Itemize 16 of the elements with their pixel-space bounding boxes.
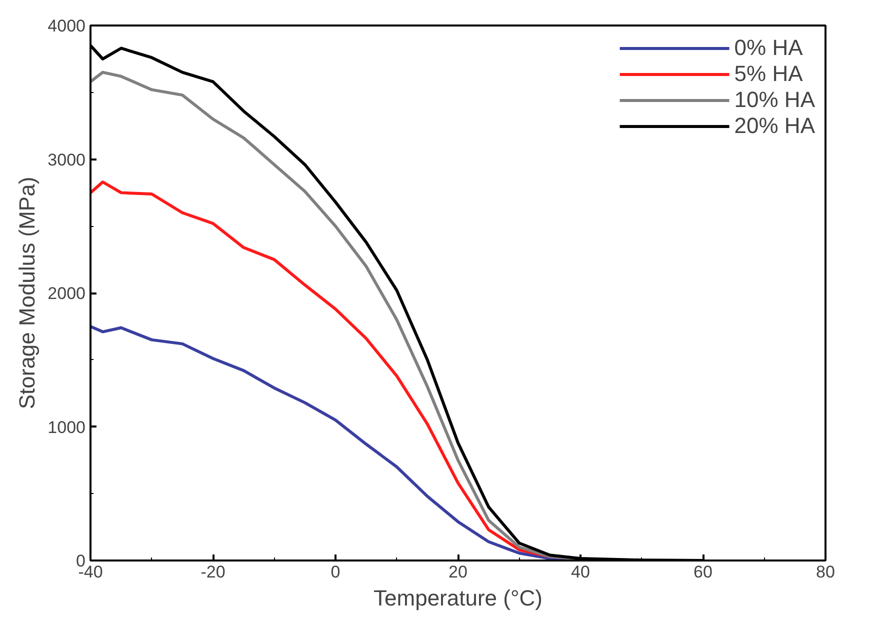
x-axis-title: Temperature (°C): [374, 586, 542, 610]
y-tick-label: 4000: [48, 16, 86, 36]
x-tick-label: 60: [694, 562, 712, 582]
y-tick-label: 3000: [48, 150, 86, 170]
y-tick-label: 1000: [48, 418, 86, 437]
legend-label: 10% HA: [734, 87, 815, 113]
legend-label: 0% HA: [734, 35, 803, 61]
x-tick-label: 20: [448, 562, 468, 582]
x-tick-label: 0: [330, 562, 340, 582]
legend-label: 5% HA: [734, 61, 803, 87]
x-tick-label: -20: [200, 562, 226, 582]
legend-label: 20% HA: [734, 113, 815, 139]
x-tick-label: 40: [571, 562, 590, 582]
x-tick-label: 80: [816, 562, 835, 582]
y-tick-label: 2000: [48, 284, 86, 303]
y-axis-title: Storage Modulus (MPa): [14, 176, 40, 410]
